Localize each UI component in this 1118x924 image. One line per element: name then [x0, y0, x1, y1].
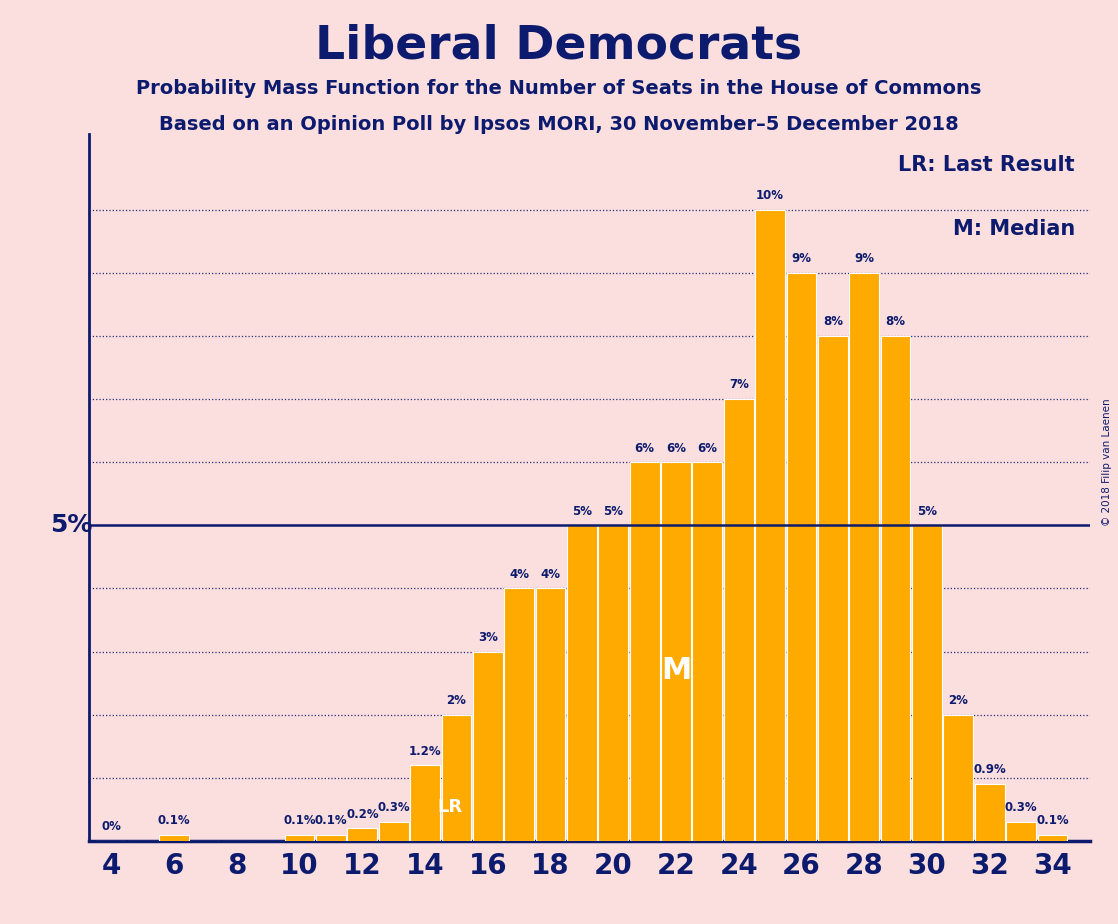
- Text: 5%: 5%: [50, 513, 93, 537]
- Text: 1.2%: 1.2%: [409, 745, 442, 758]
- Bar: [850, 273, 879, 841]
- Bar: [598, 525, 628, 841]
- Text: 0.1%: 0.1%: [158, 814, 190, 827]
- Text: 6%: 6%: [698, 442, 718, 455]
- Text: M: M: [661, 656, 691, 685]
- Text: 0.1%: 0.1%: [283, 814, 316, 827]
- Text: 4%: 4%: [509, 568, 529, 581]
- Text: 2%: 2%: [446, 694, 466, 707]
- Text: 5%: 5%: [604, 505, 623, 517]
- Bar: [723, 399, 754, 841]
- Text: 0.1%: 0.1%: [314, 814, 348, 827]
- Text: LR: LR: [437, 797, 463, 816]
- Bar: [755, 210, 785, 841]
- Bar: [1006, 822, 1036, 841]
- Bar: [567, 525, 597, 841]
- Bar: [504, 589, 534, 841]
- Bar: [536, 589, 566, 841]
- Text: 6%: 6%: [635, 442, 655, 455]
- Text: 0.1%: 0.1%: [1036, 814, 1069, 827]
- Text: 9%: 9%: [854, 252, 874, 265]
- Text: 3%: 3%: [477, 631, 498, 644]
- Text: M: Median: M: Median: [953, 219, 1076, 238]
- Bar: [348, 828, 377, 841]
- Text: 5%: 5%: [917, 505, 937, 517]
- Bar: [912, 525, 941, 841]
- Text: LR: Last Result: LR: Last Result: [899, 155, 1076, 176]
- Bar: [944, 714, 973, 841]
- Bar: [473, 651, 503, 841]
- Text: 4%: 4%: [540, 568, 560, 581]
- Bar: [285, 834, 314, 841]
- Text: 8%: 8%: [885, 315, 906, 328]
- Bar: [629, 462, 660, 841]
- Bar: [159, 834, 189, 841]
- Bar: [410, 765, 440, 841]
- Text: 0%: 0%: [102, 821, 122, 833]
- Text: Probability Mass Function for the Number of Seats in the House of Commons: Probability Mass Function for the Number…: [136, 79, 982, 98]
- Bar: [316, 834, 345, 841]
- Text: 2%: 2%: [948, 694, 968, 707]
- Bar: [442, 714, 472, 841]
- Bar: [692, 462, 722, 841]
- Text: © 2018 Filip van Laenen: © 2018 Filip van Laenen: [1102, 398, 1112, 526]
- Text: 8%: 8%: [823, 315, 843, 328]
- Bar: [1038, 834, 1068, 841]
- Bar: [661, 462, 691, 841]
- Text: Liberal Democrats: Liberal Democrats: [315, 23, 803, 68]
- Bar: [975, 784, 1005, 841]
- Bar: [379, 822, 408, 841]
- Text: 7%: 7%: [729, 379, 749, 392]
- Text: Based on an Opinion Poll by Ipsos MORI, 30 November–5 December 2018: Based on an Opinion Poll by Ipsos MORI, …: [159, 116, 959, 135]
- Text: 9%: 9%: [792, 252, 812, 265]
- Text: 6%: 6%: [666, 442, 686, 455]
- Bar: [881, 336, 910, 841]
- Text: 5%: 5%: [572, 505, 591, 517]
- Bar: [787, 273, 816, 841]
- Bar: [818, 336, 847, 841]
- Text: 0.2%: 0.2%: [347, 808, 379, 821]
- Text: 0.3%: 0.3%: [378, 801, 410, 814]
- Text: 10%: 10%: [756, 189, 784, 202]
- Text: 0.3%: 0.3%: [1005, 801, 1038, 814]
- Text: 0.9%: 0.9%: [974, 763, 1006, 776]
